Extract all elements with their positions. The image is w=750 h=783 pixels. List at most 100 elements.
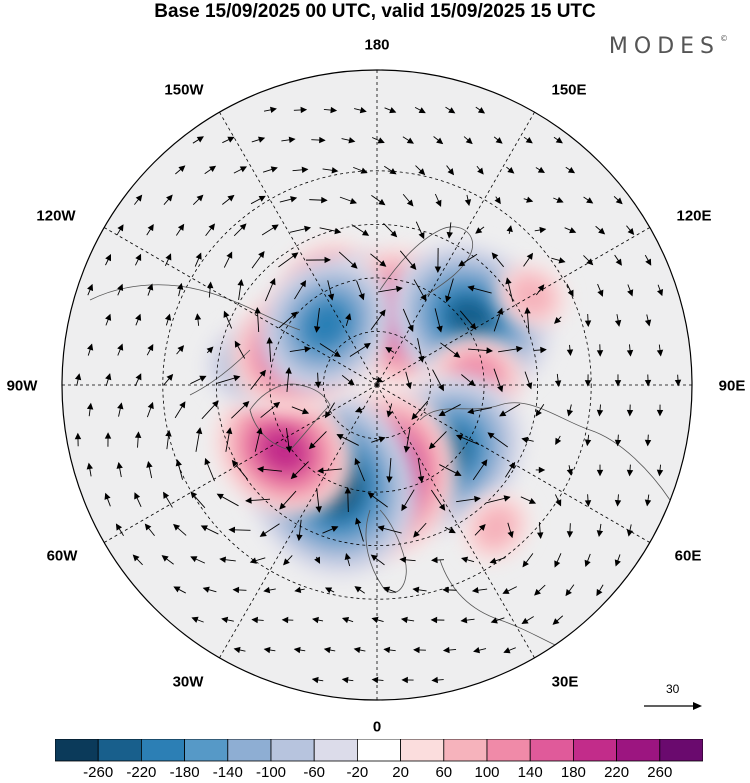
wind-vector — [177, 282, 184, 297]
wind-vector — [317, 467, 342, 474]
wind-vector — [445, 278, 454, 303]
wind-vector — [565, 166, 576, 174]
wind-vector — [584, 494, 592, 507]
wind-vector — [293, 106, 308, 114]
wind-vector — [87, 343, 94, 356]
wind-vector — [194, 252, 202, 267]
wind-vector — [165, 429, 172, 450]
wind-vector — [415, 165, 426, 176]
wind-vector — [417, 458, 425, 483]
wind-vector — [399, 556, 416, 564]
wind-vector — [205, 223, 216, 237]
wind-vector — [105, 313, 112, 326]
wind-vector — [315, 488, 322, 513]
wind-vector — [290, 461, 309, 480]
wind-vector — [455, 434, 480, 445]
latitude-circle — [215, 223, 539, 547]
wind-vector — [434, 308, 443, 333]
wind-vector — [402, 193, 414, 207]
wind-vector — [370, 253, 387, 267]
wind-vector — [313, 308, 321, 333]
lon-label-150e: 150E — [551, 81, 587, 99]
wind-vector — [201, 400, 219, 420]
wind-vector — [439, 464, 462, 476]
wind-vector — [216, 375, 241, 384]
wind-vector — [502, 586, 517, 594]
wind-vector — [644, 314, 652, 327]
wind-vector — [521, 616, 534, 624]
wind-vector — [216, 493, 239, 507]
wind-vector — [341, 676, 354, 684]
wind-vector — [403, 428, 411, 453]
wind-vector — [117, 402, 124, 417]
wind-vector — [105, 253, 112, 266]
colorbar-swatch — [616, 739, 661, 762]
wind-vector — [161, 555, 174, 565]
wind-vector — [164, 313, 172, 326]
wind-vector — [417, 338, 425, 363]
wind-vector — [233, 166, 247, 174]
wind-vector — [338, 251, 358, 269]
wind-vector — [644, 254, 652, 266]
colorbar-swatch — [529, 739, 574, 762]
wind-vector — [434, 193, 442, 207]
wind-vector — [344, 552, 351, 567]
wind-vector — [464, 194, 472, 207]
wind-vector — [309, 196, 328, 204]
colorbar-swatch — [573, 739, 618, 762]
wind-vector — [523, 136, 533, 144]
wind-vector — [353, 166, 368, 174]
wind-vector — [413, 279, 427, 302]
wind-vector — [204, 165, 217, 175]
wind-vector — [311, 676, 324, 684]
wind-vector — [431, 556, 444, 564]
wind-vector — [192, 194, 204, 206]
wind-vector — [336, 434, 359, 446]
wind-vector — [596, 344, 604, 357]
wind-vector — [371, 137, 385, 144]
wind-vector — [262, 166, 278, 173]
wind-vector — [674, 374, 682, 387]
wind-vector — [294, 586, 305, 594]
wind-vector — [505, 277, 514, 302]
wind-vector — [402, 136, 414, 144]
wind-vector — [134, 253, 142, 266]
wind-vector — [371, 676, 384, 684]
wind-vector — [614, 314, 622, 327]
lon-label-30e: 30E — [551, 673, 579, 691]
wind-vector — [383, 223, 398, 238]
wind-vector — [626, 524, 634, 537]
wind-vector — [442, 646, 457, 654]
wind-vector — [489, 557, 506, 564]
wind-vector — [551, 257, 566, 264]
colorbar-swatch — [356, 739, 401, 762]
wind-vector — [206, 281, 214, 298]
wind-vector — [414, 106, 426, 114]
wind-vector — [222, 194, 235, 205]
wind-vector — [322, 167, 339, 174]
wind-vector — [566, 465, 574, 476]
wind-vector — [491, 252, 505, 268]
brand-mark: © — [720, 34, 728, 43]
wind-vector — [456, 495, 481, 503]
wind-vector — [614, 434, 622, 447]
wind-vector — [377, 525, 402, 534]
wind-vector — [74, 373, 82, 386]
wind-vector — [535, 166, 545, 174]
lon-label-180: 180 — [364, 36, 390, 54]
colorbar-swatch — [227, 739, 272, 762]
wind-vector — [254, 307, 261, 333]
wind-vector — [503, 647, 516, 654]
wind-vector — [584, 314, 592, 327]
wind-vector — [175, 223, 185, 236]
wind-vector — [281, 616, 294, 624]
wind-vector — [553, 196, 564, 203]
wind-vector — [147, 283, 154, 296]
wind-vector — [401, 489, 415, 512]
wind-vector — [473, 647, 487, 654]
colorbar-tick-label: -60 — [303, 764, 326, 781]
wind-vector — [555, 435, 562, 445]
wind-vector — [564, 227, 577, 234]
wind-vector — [626, 404, 634, 417]
wind-vector — [311, 136, 326, 144]
